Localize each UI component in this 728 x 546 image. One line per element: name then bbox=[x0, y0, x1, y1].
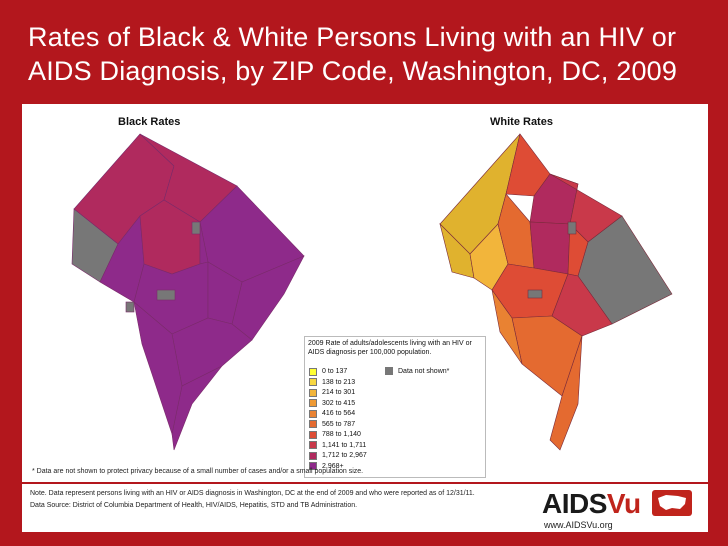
slide-title: Rates of Black & White Persons Living wi… bbox=[28, 22, 678, 86]
legend-swatch bbox=[309, 420, 317, 428]
white-zip-anacostia bbox=[491, 289, 523, 365]
data-source: Data Source: District of Columbia Depart… bbox=[30, 502, 358, 509]
white-zip-center bbox=[529, 221, 571, 275]
legend-label: 1,141 to 1,711 bbox=[322, 441, 367, 449]
legend-not-shown: Data not shown* bbox=[385, 367, 449, 375]
not-shown-swatch bbox=[385, 367, 393, 375]
legend-row: 2,968+ bbox=[309, 462, 344, 471]
legend-swatch bbox=[309, 451, 317, 460]
white-zip-suppressed-1 bbox=[567, 221, 577, 235]
aidsvu-url[interactable]: www.AIDSVu.org bbox=[544, 520, 613, 530]
legend-label: 416 to 564 bbox=[322, 410, 356, 417]
map-panel: Black Rates White Rates bbox=[22, 104, 708, 482]
black-rates-label: Black Rates bbox=[118, 116, 181, 128]
legend-swatch bbox=[309, 367, 317, 376]
legend-label: 302 to 415 bbox=[322, 399, 356, 407]
black-map-zips bbox=[71, 133, 305, 451]
white-zip-south-tip bbox=[549, 335, 583, 451]
footer-panel: Note. Data represent persons living with… bbox=[22, 484, 708, 532]
aidsvu-logo: AIDSVu bbox=[542, 488, 641, 520]
legend-label: 2,968+ bbox=[322, 462, 344, 470]
legend-swatch bbox=[309, 399, 317, 407]
map-legend: 2009 Rate of adults/adolescents living w… bbox=[304, 336, 486, 478]
legend-row: 1,712 to 2,967 bbox=[309, 451, 367, 460]
legend-label: 565 to 787 bbox=[322, 420, 356, 428]
legend-row: 565 to 787 bbox=[309, 420, 355, 429]
legend-swatch bbox=[309, 430, 317, 439]
legend-swatch bbox=[309, 409, 317, 418]
logo-vu: Vu bbox=[606, 488, 641, 519]
data-note: Note. Data represent persons living with… bbox=[30, 490, 475, 497]
legend-label: 0 to 137 bbox=[322, 368, 348, 375]
legend-swatch bbox=[309, 462, 317, 470]
legend-title: 2009 Rate of adults/adolescents living w… bbox=[308, 340, 472, 356]
legend-row: 1,141 to 1,711 bbox=[309, 441, 366, 450]
legend-row: 302 to 415 bbox=[309, 399, 355, 408]
legend-row: 416 to 564 bbox=[309, 409, 355, 418]
legend-row: 214 to 301 bbox=[309, 388, 355, 397]
legend-row: 0 to 137 bbox=[309, 367, 347, 376]
white-rates-label: White Rates bbox=[490, 116, 553, 128]
legend-label: 788 to 1,140 bbox=[322, 431, 361, 438]
legend-label: 1,712 to 2,967 bbox=[322, 452, 367, 459]
logo-aids: AIDS bbox=[542, 488, 607, 519]
black-rates-map bbox=[71, 133, 305, 451]
us-map-icon bbox=[652, 490, 692, 516]
legend-row: 138 to 213 bbox=[309, 378, 355, 387]
black-zip-suppressed-1 bbox=[191, 221, 201, 235]
legend-row: 788 to 1,140 bbox=[309, 430, 361, 439]
white-zip-suppressed-2 bbox=[527, 289, 543, 299]
not-shown-label: Data not shown* bbox=[398, 367, 450, 375]
legend-swatch bbox=[309, 441, 317, 449]
black-zip-suppressed-3 bbox=[125, 301, 135, 313]
white-rates-map bbox=[439, 133, 673, 451]
legend-label: 138 to 213 bbox=[322, 378, 356, 386]
black-zip-suppressed-2 bbox=[156, 289, 176, 301]
legend-label: 214 to 301 bbox=[322, 389, 356, 396]
privacy-footnote: * Data are not shown to protect privacy … bbox=[32, 468, 364, 475]
black-zip-anacostia bbox=[133, 301, 183, 436]
white-map-zips bbox=[439, 133, 673, 451]
legend-swatch bbox=[309, 388, 317, 397]
legend-swatch bbox=[309, 378, 317, 386]
